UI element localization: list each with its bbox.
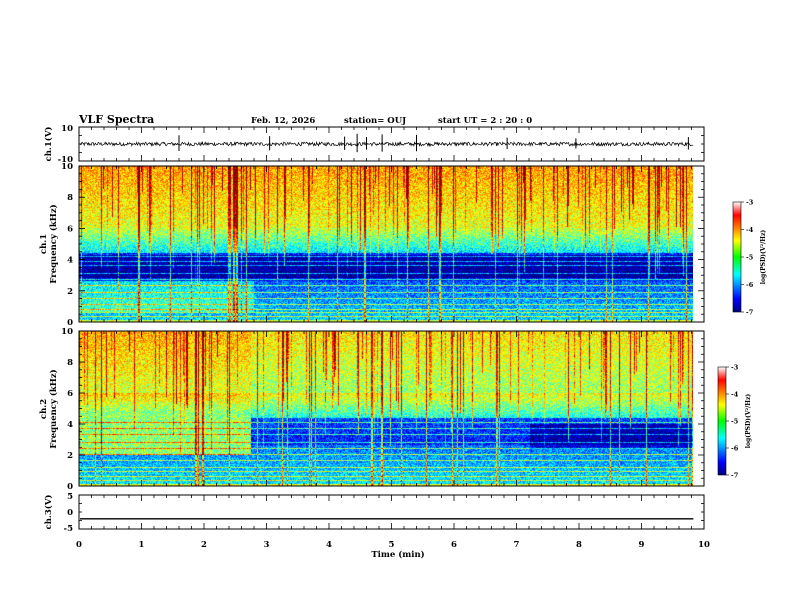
ch1-spec-ytick-label: 6 (67, 224, 73, 234)
ch1-spec-ytick-label: 8 (67, 193, 73, 203)
ch1-spec-ytick-label: 2 (67, 287, 73, 297)
x-tick-label: 5 (389, 540, 395, 550)
x-axis-tick-labels: 0 1 2 3 4 5 6 7 8 9 10 (76, 540, 710, 550)
ch1-ytick-bottom: -10 (58, 155, 73, 165)
ch1-spec-ytick-label: 4 (67, 256, 73, 266)
ch3-ytick-top: 5 (67, 492, 73, 502)
ch2-colorbar-tick-label: -3 (731, 364, 739, 372)
ch3-waveform-panel: 5 0 -5 ch.3(V) (43, 492, 705, 534)
start-ut-label: start UT = 2 : 20 : 0 (438, 116, 532, 126)
ch2-spec-ytick-label: 0 (67, 482, 73, 492)
date-label: Feb. 12, 2026 (251, 116, 315, 126)
x-tick-label: 7 (514, 540, 520, 550)
ch3-ytick-bottom: -5 (64, 524, 74, 534)
ch1-spectrogram-canvas-holder (79, 166, 693, 322)
ch2-colorbar-tick-label: -4 (731, 391, 739, 399)
ch1-ylabel: ch.1(V) (43, 127, 54, 162)
x-tick-label: 10 (698, 540, 710, 550)
ch1-waveform-trace (79, 140, 694, 148)
ch3-waveform-ticks (78, 494, 705, 530)
ch1-spec-ylabel-frequency: Frequency (kHz) (48, 204, 59, 283)
ch2-spectrogram-panel: 0 2 4 6 8 10 ch.2 Frequency (kHz) (39, 327, 705, 492)
ch2-spectrogram-yticks: 0 2 4 6 8 10 (61, 327, 704, 492)
ch1-spec-ylabel-channel: ch.1 (39, 234, 49, 254)
ch1-spec-ytick-label: 10 (61, 162, 73, 172)
ch2-spec-ylabel-channel: ch.2 (39, 399, 49, 419)
ch1-spectrogram-yticks: 0 2 4 6 8 10 (61, 162, 704, 328)
ch1-waveform-panel: 10 -10 ch.1(V) (43, 124, 705, 165)
ch1-waveform-ticks (78, 126, 705, 162)
ch2-colorbar-ticks: -3 -4 -5 -6 -7 (726, 364, 739, 480)
ch1-colorbar-title: log(PSD)(V²/Hz) (760, 230, 767, 285)
x-tick-label: 2 (201, 540, 207, 550)
ch2-colorbar-title: log(PSD)(V²/Hz) (745, 394, 752, 449)
ch2-colorbar-scale (717, 366, 727, 476)
ch2-spec-ytick-label: 10 (61, 327, 73, 337)
x-tick-label: 0 (76, 540, 82, 550)
ch2-spec-ytick-label: 6 (67, 389, 73, 399)
ch1-spectrogram-xticks (78, 166, 705, 322)
ch2-spectrogram-canvas-holder (79, 331, 693, 486)
x-tick-label: 6 (451, 540, 457, 550)
ch1-colorbar-tick-label: -7 (746, 309, 753, 317)
ch2-colorbar-tick-label: -7 (731, 472, 738, 480)
ch2-colorbar: -3 -4 -5 -6 -7 log(PSD)(V²/Hz) (717, 364, 752, 480)
ch1-colorbar-tick-label: -3 (746, 199, 754, 207)
ch2-spec-ylabel-frequency: Frequency (kHz) (48, 369, 59, 448)
ch2-spec-ytick-label: 2 (67, 451, 73, 461)
ch1-colorbar-tick-label: -5 (746, 254, 754, 262)
ch2-spec-ytick-label: 4 (67, 420, 73, 430)
ch2-spectrogram-xticks (78, 331, 705, 486)
ch2-spectrogram-image (79, 331, 693, 486)
x-tick-label: 8 (576, 540, 582, 550)
station-label: station= OUJ (344, 116, 406, 126)
ch1-waveform-spikes (178, 133, 689, 153)
x-tick-label: 9 (639, 540, 645, 550)
ch1-ytick-top: 10 (61, 124, 73, 134)
x-tick-label: 3 (264, 540, 270, 550)
ch3-ylabel: ch.3(V) (43, 495, 54, 530)
ch2-colorbar-tick-label: -6 (731, 445, 739, 453)
ch1-colorbar-scale (732, 201, 742, 313)
ch1-colorbar-tick-label: -4 (746, 226, 754, 234)
ch1-spectrogram-panel: 0 2 4 6 8 10 ch.1 Frequency (kHz) (39, 162, 705, 328)
x-axis-title: Time (min) (371, 549, 424, 560)
ch1-colorbar-tick-label: -6 (746, 281, 754, 289)
x-tick-label: 4 (326, 540, 332, 550)
ch1-colorbar: -3 -4 -5 -6 -7 log(PSD)(V²/Hz) (732, 199, 767, 317)
ch3-ytick-mid: 0 (67, 508, 73, 518)
ch1-spectrogram-image (79, 166, 693, 322)
ch2-colorbar-tick-label: -5 (731, 418, 739, 426)
figure-header: VLF Spectra Feb. 12, 2026 station= OUJ s… (78, 113, 532, 126)
figure-title: VLF Spectra (78, 113, 154, 126)
ch2-spec-ytick-label: 8 (67, 358, 73, 368)
x-tick-label: 1 (139, 540, 145, 550)
ch1-spec-ytick-label: 0 (67, 318, 73, 328)
ch1-colorbar-ticks: -3 -4 -5 -6 -7 (741, 199, 754, 317)
